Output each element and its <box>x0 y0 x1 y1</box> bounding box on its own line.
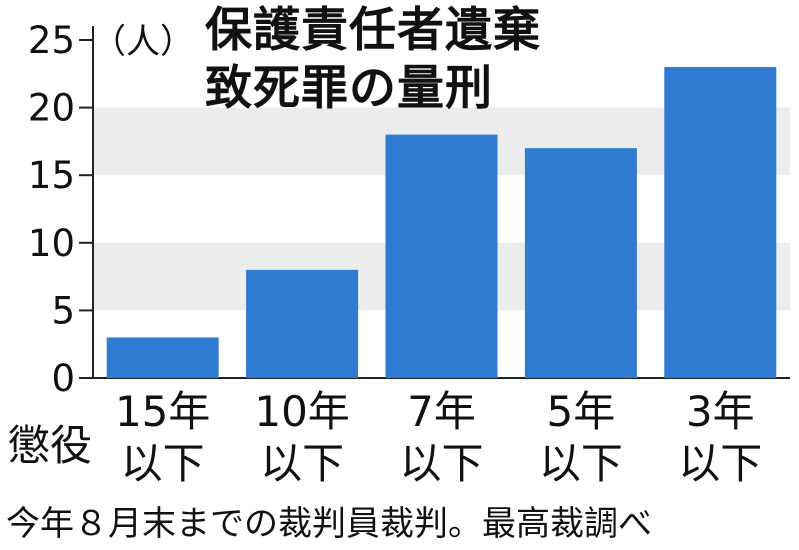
bar <box>664 67 777 378</box>
y-axis-unit: （人） <box>92 22 194 62</box>
x-tick-label-line1: 5年 <box>546 387 616 436</box>
x-tick-label-line2: 以下 <box>399 439 484 488</box>
x-tick-label: 15年 以下 <box>98 386 228 490</box>
x-tick-label-line2: 以下 <box>678 439 763 488</box>
y-tick-label: 20 <box>28 87 75 130</box>
chart-title: 保護責任者遺棄 致死罪の量刑 <box>205 2 541 118</box>
x-tick-label-line2: 以下 <box>260 439 345 488</box>
x-tick-label-line1: 10年 <box>254 387 350 436</box>
x-tick-label: 10年 以下 <box>237 386 367 490</box>
chart-title-line1: 保護責任者遺棄 <box>205 3 541 58</box>
y-tick-label: 15 <box>28 154 75 197</box>
x-tick-label-line2: 以下 <box>538 439 623 488</box>
x-tick-label-line1: 3年 <box>685 387 755 436</box>
bar <box>385 134 498 378</box>
x-tick-label-line1: 15年 <box>114 387 211 436</box>
y-tick-label: 0 <box>51 357 75 400</box>
chart-title-line2: 致死罪の量刑 <box>205 61 493 116</box>
source-note: 今年８月末までの裁判員裁判。最高裁調べ <box>6 504 652 544</box>
bar <box>106 337 219 378</box>
category-prefix: 懲役 <box>8 421 93 470</box>
x-tick-label-line1: 7年 <box>407 387 476 436</box>
y-tick-label: 10 <box>28 222 75 265</box>
y-tick-label: 25 <box>28 19 75 62</box>
x-tick-label: 7年 以下 <box>377 386 507 490</box>
y-tick-label: 5 <box>51 289 75 332</box>
bar <box>524 148 637 378</box>
x-tick-label: 5年 以下 <box>516 386 646 490</box>
bar <box>246 269 359 378</box>
x-tick-label: 3年 以下 <box>655 386 785 490</box>
x-tick-label-line2: 以下 <box>120 439 205 488</box>
